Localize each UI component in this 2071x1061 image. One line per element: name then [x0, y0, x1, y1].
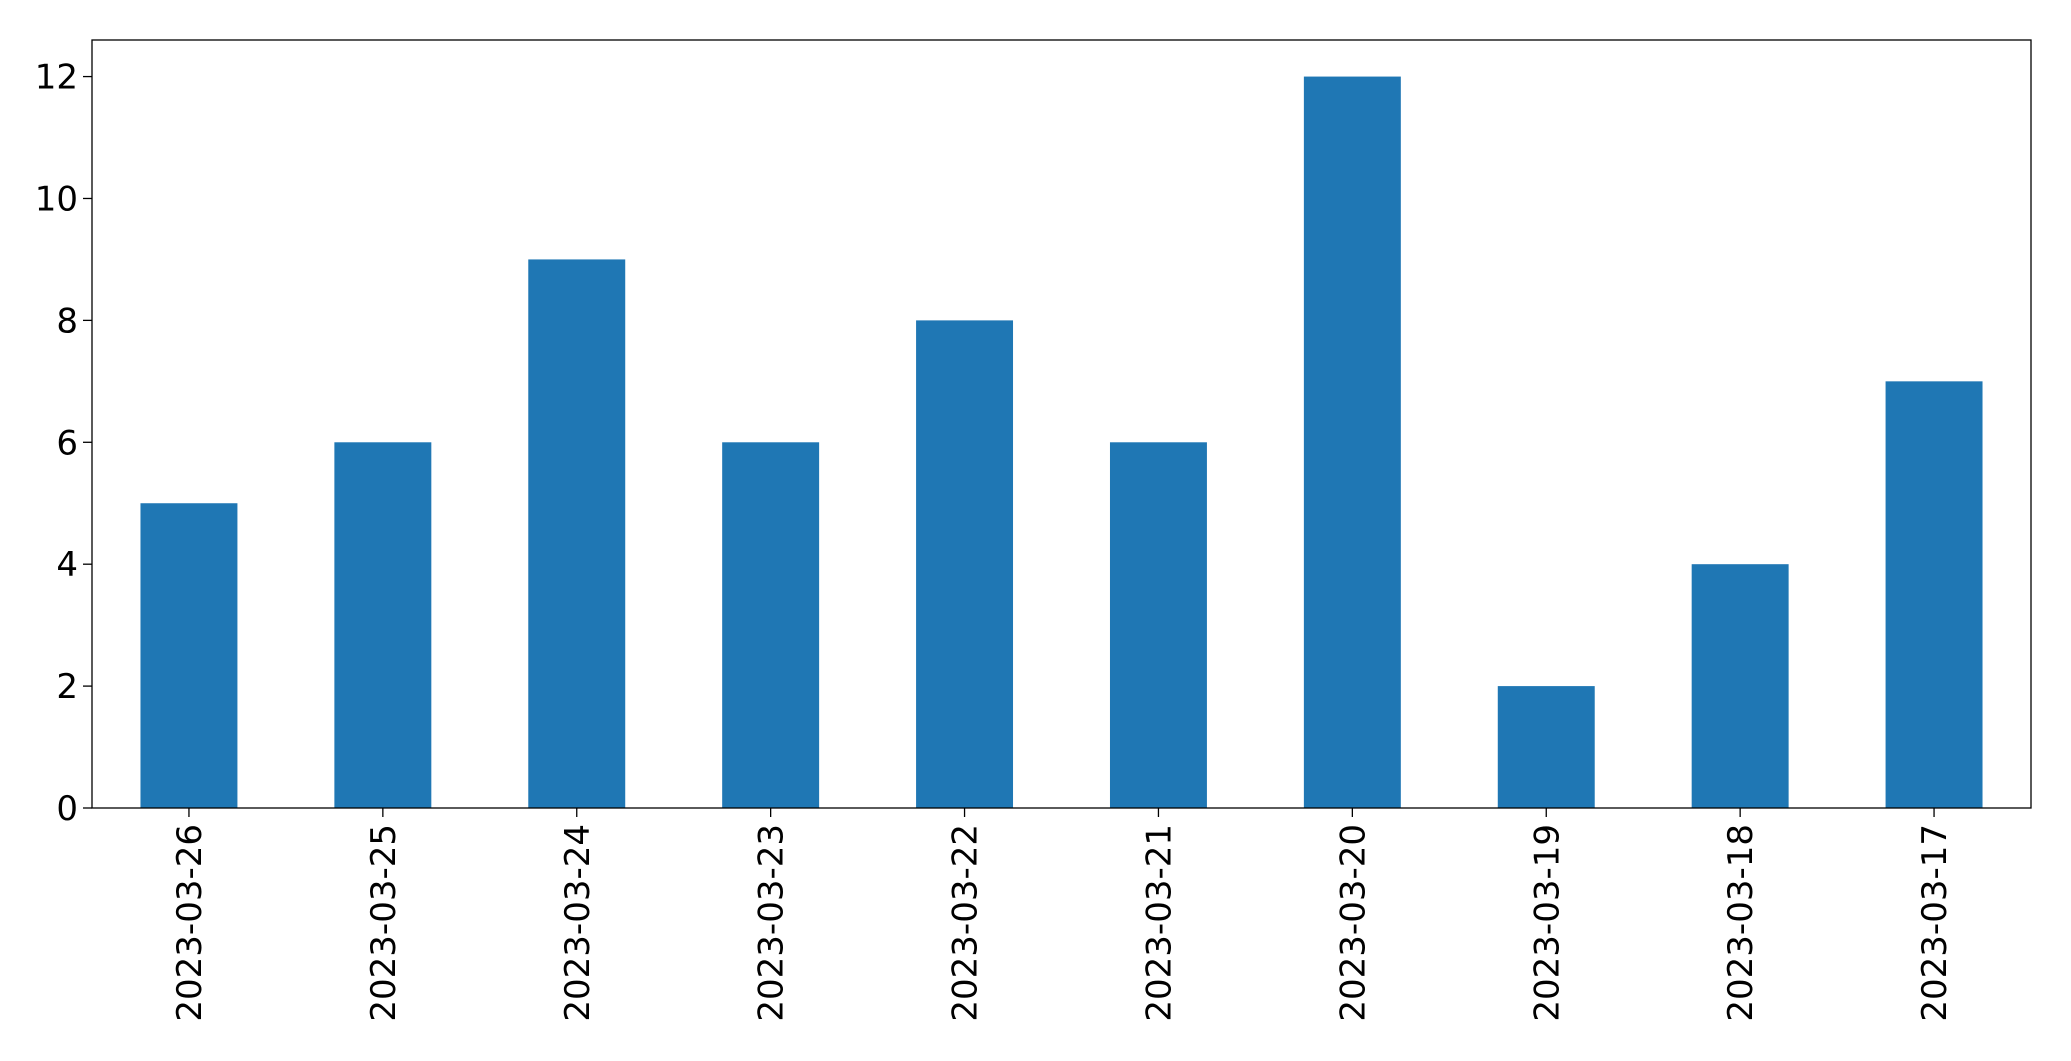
- bar: [140, 503, 238, 808]
- bar: [1497, 686, 1595, 808]
- x-tick-label: 2023-03-26: [170, 824, 210, 1022]
- x-tick-label: 2023-03-22: [946, 824, 986, 1022]
- bar: [916, 320, 1014, 808]
- bar: [1691, 564, 1789, 808]
- y-tick-label: 8: [56, 301, 78, 341]
- x-tick-label: 2023-03-17: [1915, 824, 1955, 1022]
- y-tick-label: 2: [56, 667, 78, 707]
- plot-frame: [91, 39, 2032, 809]
- x-tick-label: 2023-03-18: [1721, 824, 1761, 1022]
- bar: [1885, 381, 1983, 808]
- y-tick-label: 10: [35, 179, 78, 219]
- bar: [1303, 76, 1401, 809]
- bar: [334, 442, 432, 808]
- x-tick-label: 2023-03-21: [1139, 824, 1179, 1022]
- y-tick-label: 6: [56, 423, 78, 463]
- x-tick-label: 2023-03-24: [558, 824, 598, 1022]
- bar: [1109, 442, 1207, 808]
- x-tick-label: 2023-03-19: [1527, 824, 1567, 1022]
- y-tick-label: 0: [56, 789, 78, 829]
- y-tick-label: 12: [35, 58, 78, 98]
- x-tick-label: 2023-03-25: [364, 824, 404, 1022]
- x-tick-label: 2023-03-20: [1333, 824, 1373, 1022]
- bar: [528, 259, 626, 808]
- y-tick-label: 4: [56, 545, 78, 585]
- x-tick-label: 2023-03-23: [752, 824, 792, 1022]
- bar: [722, 442, 820, 808]
